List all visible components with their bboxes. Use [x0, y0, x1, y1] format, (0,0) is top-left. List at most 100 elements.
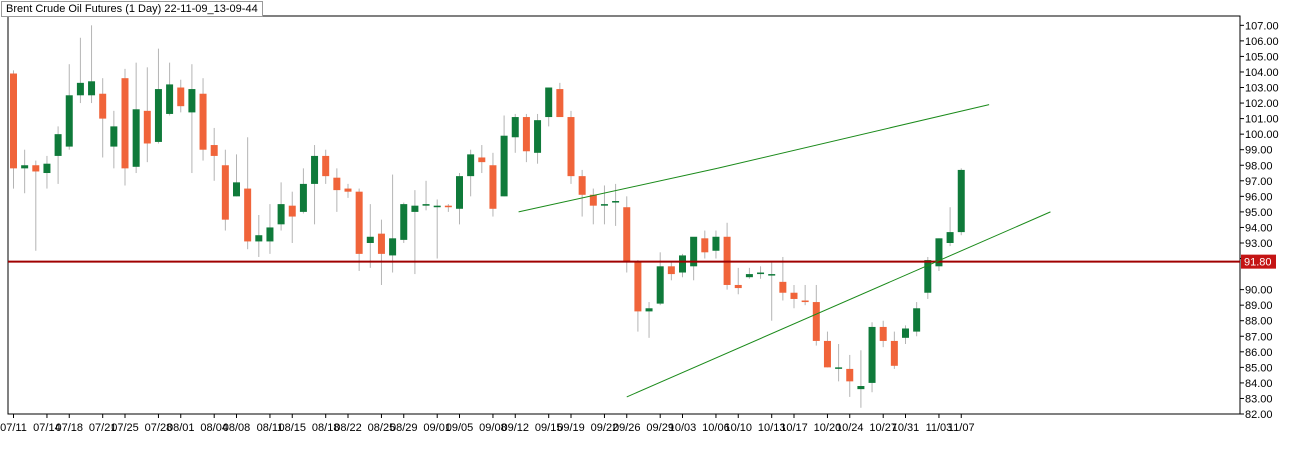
candle-body — [299, 183, 307, 212]
candle-body — [467, 154, 475, 177]
y-tick-label: 98.00 — [1245, 160, 1273, 172]
x-tick-label: 09/19 — [557, 422, 585, 434]
last-price-badge — [1241, 254, 1276, 269]
candle-body — [177, 87, 185, 107]
candle-body — [701, 238, 709, 253]
candle-body — [578, 176, 586, 195]
candle-body — [456, 176, 463, 209]
candle-body — [311, 155, 319, 184]
x-tick-label: 08/29 — [390, 422, 418, 434]
candle-body — [21, 165, 29, 169]
candle-body — [233, 182, 240, 197]
y-tick-label: 89.00 — [1245, 300, 1273, 312]
candle-body — [924, 260, 932, 293]
x-tick-label: 08/25 — [368, 422, 396, 434]
x-tick-label: 10/24 — [836, 422, 864, 434]
x-tick-label: 09/01 — [423, 422, 451, 434]
x-tick-label: 08/08 — [223, 422, 251, 434]
candle-body — [556, 89, 564, 118]
candle-body — [500, 135, 508, 197]
x-tick-label: 08/18 — [312, 422, 340, 434]
candle-body — [589, 194, 597, 206]
plot-frame — [7, 15, 1241, 415]
candle-body — [623, 207, 631, 262]
candle-body — [411, 205, 419, 212]
x-tick-label: 11/03 — [926, 422, 953, 434]
candle-body — [400, 204, 408, 240]
candle-body — [478, 157, 486, 163]
x-tick-label: 09/26 — [613, 422, 641, 434]
candle-body — [344, 188, 352, 192]
candle-body — [154, 89, 162, 142]
y-tick-label: 82.00 — [1245, 409, 1273, 421]
candle-body — [377, 233, 385, 254]
x-tick-label: 08/04 — [200, 422, 228, 434]
y-tick-label: 83.00 — [1245, 393, 1273, 405]
trendline-upper-resistance-left — [518, 167, 718, 213]
candle-body — [757, 272, 765, 275]
x-tick-label: 08/22 — [334, 422, 362, 434]
candle-body — [545, 87, 553, 118]
candle-body — [600, 204, 608, 206]
x-tick-label: 07/28 — [145, 422, 173, 434]
candle-body — [690, 236, 698, 267]
y-tick-label: 104.00 — [1245, 67, 1279, 79]
x-tick-label: 09/05 — [446, 422, 474, 434]
y-tick-label: 90.00 — [1245, 285, 1273, 297]
candle-body — [511, 117, 519, 138]
y-tick-label: 94.00 — [1245, 222, 1273, 234]
x-tick-label: 10/17 — [780, 422, 808, 434]
y-tick-label: 99.00 — [1245, 145, 1273, 157]
candle-body — [65, 95, 73, 147]
candle-body — [645, 308, 653, 312]
y-tick-label: 88.00 — [1245, 316, 1273, 328]
y-tick-label: 100.00 — [1245, 129, 1279, 141]
candle-body — [857, 386, 865, 390]
x-tick-label: 08/11 — [257, 422, 284, 434]
y-tick-label: 86.00 — [1245, 347, 1273, 359]
x-tick-label: 10/03 — [669, 422, 697, 434]
candle-body — [288, 205, 296, 217]
candle-body — [43, 163, 51, 174]
candle-body — [957, 169, 965, 233]
x-tick-label: 08/15 — [278, 422, 306, 434]
x-tick-label: 07/11 — [0, 422, 27, 434]
candle-body — [656, 266, 664, 304]
y-tick-label: 84.00 — [1245, 378, 1273, 390]
candle-body — [634, 261, 642, 312]
x-tick-label: 07/21 — [89, 422, 117, 434]
x-tick-label: 07/14 — [33, 422, 61, 434]
candle-body — [667, 266, 675, 275]
candle-body — [879, 326, 887, 341]
x-tick-label: 09/15 — [535, 422, 563, 434]
candle-body — [10, 73, 17, 169]
candle-body — [534, 120, 542, 153]
candle-body — [946, 232, 954, 243]
candle-body — [76, 82, 84, 96]
candle-body — [812, 302, 820, 341]
candle-body — [779, 281, 787, 293]
candle-body — [366, 236, 374, 243]
candle-body — [188, 89, 196, 113]
y-tick-label: 102.00 — [1245, 98, 1279, 110]
y-tick-label: 106.00 — [1245, 36, 1279, 48]
y-tick-label: 85.00 — [1245, 362, 1273, 374]
candle-body — [244, 188, 252, 242]
candle-body — [110, 126, 118, 147]
x-tick-label: 10/31 — [892, 422, 920, 434]
candle-body — [868, 326, 876, 383]
y-tick-label: 97.00 — [1245, 176, 1273, 188]
x-tick-label: 10/13 — [758, 422, 786, 434]
candle-body — [768, 274, 776, 276]
candle-body — [199, 93, 207, 150]
x-tick-label: 09/29 — [646, 422, 674, 434]
candle-body — [322, 155, 330, 177]
candle-body — [734, 284, 742, 289]
x-tick-label: 07/25 — [111, 422, 139, 434]
candle-body — [143, 110, 151, 144]
candle-body — [121, 78, 129, 169]
candle-body — [935, 238, 943, 267]
x-tick-label: 08/01 — [167, 422, 195, 434]
candle-body — [88, 81, 96, 96]
y-tick-label: 87.00 — [1245, 331, 1273, 343]
